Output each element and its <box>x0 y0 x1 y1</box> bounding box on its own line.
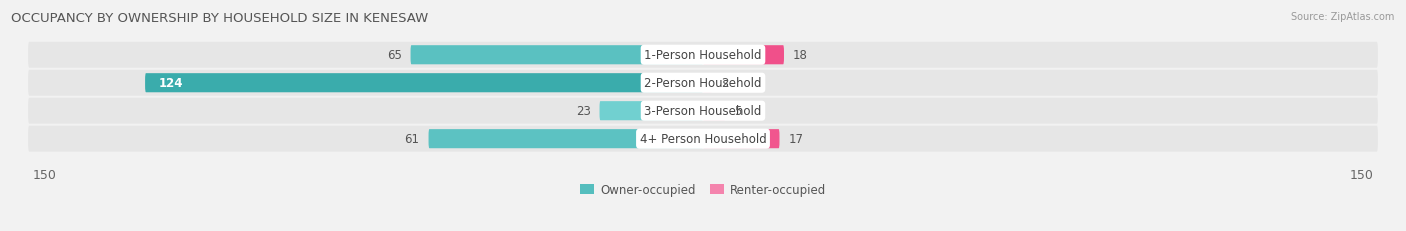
FancyBboxPatch shape <box>28 98 1378 124</box>
Text: Source: ZipAtlas.com: Source: ZipAtlas.com <box>1291 12 1395 21</box>
Text: OCCUPANCY BY OWNERSHIP BY HOUSEHOLD SIZE IN KENESAW: OCCUPANCY BY OWNERSHIP BY HOUSEHOLD SIZE… <box>11 12 429 24</box>
FancyBboxPatch shape <box>599 102 703 121</box>
Text: 5: 5 <box>734 105 742 118</box>
FancyBboxPatch shape <box>703 130 779 149</box>
Legend: Owner-occupied, Renter-occupied: Owner-occupied, Renter-occupied <box>575 178 831 201</box>
FancyBboxPatch shape <box>703 74 711 93</box>
Text: 1-Person Household: 1-Person Household <box>644 49 762 62</box>
Text: 150: 150 <box>32 168 56 181</box>
Text: 3-Person Household: 3-Person Household <box>644 105 762 118</box>
Text: 18: 18 <box>793 49 808 62</box>
FancyBboxPatch shape <box>145 74 703 93</box>
Text: 2-Person Household: 2-Person Household <box>644 77 762 90</box>
Text: 124: 124 <box>159 77 183 90</box>
FancyBboxPatch shape <box>703 46 785 65</box>
Text: 2: 2 <box>721 77 728 90</box>
Text: 17: 17 <box>789 133 803 146</box>
FancyBboxPatch shape <box>429 130 703 149</box>
Text: 150: 150 <box>1350 168 1374 181</box>
Text: 61: 61 <box>405 133 419 146</box>
Text: 23: 23 <box>575 105 591 118</box>
FancyBboxPatch shape <box>28 70 1378 96</box>
Text: 4+ Person Household: 4+ Person Household <box>640 133 766 146</box>
Text: 65: 65 <box>387 49 402 62</box>
FancyBboxPatch shape <box>411 46 703 65</box>
FancyBboxPatch shape <box>28 126 1378 152</box>
FancyBboxPatch shape <box>703 102 725 121</box>
FancyBboxPatch shape <box>28 43 1378 68</box>
